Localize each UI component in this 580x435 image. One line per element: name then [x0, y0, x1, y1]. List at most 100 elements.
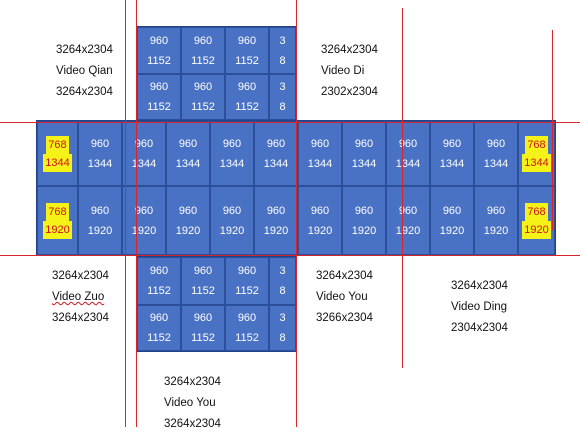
caption-mid-right: 3264x2304 Video Ding 2304x2304 [451, 280, 508, 334]
middle-tile: 768 1920 [518, 186, 555, 255]
tile-width-label: 960 [193, 34, 213, 47]
middle-tile: 960 1344 [166, 121, 210, 186]
tile-width-label: 960 [266, 204, 286, 217]
tile-height-label: 1152 [191, 101, 215, 113]
guide-line-top [0, 122, 580, 123]
tile-width-label: 960 [134, 204, 154, 217]
bottom-tile: 960 1152 [181, 305, 225, 351]
caption-top-left: 3264x2304 Video Qian 3264x2304 [56, 44, 113, 98]
tile-width-label: 768 [525, 202, 548, 221]
guide-line-mid-right [402, 8, 403, 368]
tile-width-label: 960 [193, 265, 213, 277]
tile-height-label: 1152 [147, 285, 171, 297]
tile-height-label: 8 [279, 285, 286, 297]
tile-width-label: 960 [178, 137, 198, 150]
tile-width-label: 3 [279, 81, 286, 93]
middle-tile: 960 1344 [386, 121, 430, 186]
tile-height-label: 1152 [235, 332, 259, 344]
tile-width-label: 960 [134, 137, 154, 150]
tile-height-label: 1920 [439, 224, 465, 237]
tile-height-label: 1152 [191, 332, 215, 344]
middle-tile: 768 1920 [37, 186, 78, 255]
tile-height-label: 1152 [147, 54, 171, 67]
tile-width-label: 960 [237, 34, 257, 47]
tile-width-label: 960 [149, 34, 169, 47]
bottom-tile: 960 1152 [225, 305, 269, 351]
tile-width-label: 768 [46, 135, 69, 154]
tile-width-label: 960 [149, 265, 169, 277]
tile-height-label: 1920 [395, 224, 421, 237]
tile-width-label: 960 [442, 137, 462, 150]
tile-height-label: 1920 [175, 224, 201, 237]
middle-tile: 768 1344 [37, 121, 78, 186]
middle-tile: 960 1920 [342, 186, 386, 255]
tile-height-label: 1344 [131, 157, 157, 170]
tile-width-label: 960 [310, 137, 330, 150]
middle-tile: 960 1920 [386, 186, 430, 255]
tile-width-label: 960 [237, 81, 257, 93]
tile-width-label: 960 [398, 204, 418, 217]
middle-tile: 960 1344 [122, 121, 166, 186]
tile-height-label: 1152 [235, 54, 259, 67]
caption-bottom: 3264x2304 Video You 3264x2304 [164, 376, 221, 430]
tile-width-label: 960 [222, 204, 242, 217]
tile-width-label: 960 [149, 312, 169, 324]
tile-height-label: 1920 [483, 224, 509, 237]
caption-top-right: 3264x2304 Video Di 2302x2304 [321, 44, 378, 98]
caption-mid-left: 3264x2304 Video Zuo 3264x2304 [52, 270, 109, 324]
tile-height-label: 1152 [235, 101, 259, 113]
middle-tile: 768 1344 [518, 121, 555, 186]
tile-height-label: 1920 [219, 224, 245, 237]
middle-tile: 960 1920 [298, 186, 342, 255]
bottom-tile: 960 1152 [181, 257, 225, 305]
bottom-tile: 960 1152 [137, 305, 181, 351]
tile-width-label: 960 [354, 204, 374, 217]
guide-line-left-inner [136, 0, 137, 427]
middle-tile: 960 1920 [474, 186, 518, 255]
tile-width-label: 3 [279, 34, 286, 47]
tile-width-label: 960 [398, 137, 418, 150]
tile-height-label: 1344 [351, 157, 377, 170]
tile-height-label: 1344 [439, 157, 465, 170]
middle-tile: 960 1920 [166, 186, 210, 255]
tile-height-label: 1152 [191, 285, 215, 297]
tile-height-label: 8 [279, 332, 286, 344]
tile-height-label: 1344 [522, 153, 551, 172]
tile-width-label: 960 [442, 204, 462, 217]
middle-tile: 960 1920 [78, 186, 122, 255]
bottom-tile: 960 1152 [137, 257, 181, 305]
middle-tile: 960 1344 [298, 121, 342, 186]
tile-height-label: 1920 [43, 220, 72, 239]
tile-width-label: 960 [354, 137, 374, 150]
tile-height-label: 1344 [483, 157, 509, 170]
tile-width-label: 960 [237, 312, 257, 324]
guide-line-right-inner [296, 0, 297, 427]
tile-height-label: 8 [279, 54, 286, 67]
tile-width-label: 960 [193, 81, 213, 93]
middle-tile: 960 1344 [474, 121, 518, 186]
tile-height-label: 1344 [395, 157, 421, 170]
tile-height-label: 1920 [351, 224, 377, 237]
middle-tile: 960 1344 [254, 121, 298, 186]
tile-height-label: 8 [279, 101, 286, 113]
tile-width-label: 960 [222, 137, 242, 150]
middle-tile: 960 1920 [430, 186, 474, 255]
tile-height-label: 1152 [235, 285, 259, 297]
middle-tile: 960 1344 [342, 121, 386, 186]
tile-width-label: 960 [266, 137, 286, 150]
tile-width-label: 960 [193, 312, 213, 324]
tile-height-label: 1344 [175, 157, 201, 170]
middle-tile: 960 1920 [210, 186, 254, 255]
tile-height-label: 1920 [307, 224, 333, 237]
tile-width-label: 3 [279, 312, 286, 324]
middle-tile: 960 1920 [122, 186, 166, 255]
tile-width-label: 960 [178, 204, 198, 217]
tile-height-label: 1152 [191, 54, 215, 67]
middle-tile: 960 1920 [254, 186, 298, 255]
top-tile: 960 1152 [225, 27, 269, 74]
guide-line-bottom [0, 255, 580, 256]
top-tile: 960 1152 [181, 74, 225, 120]
